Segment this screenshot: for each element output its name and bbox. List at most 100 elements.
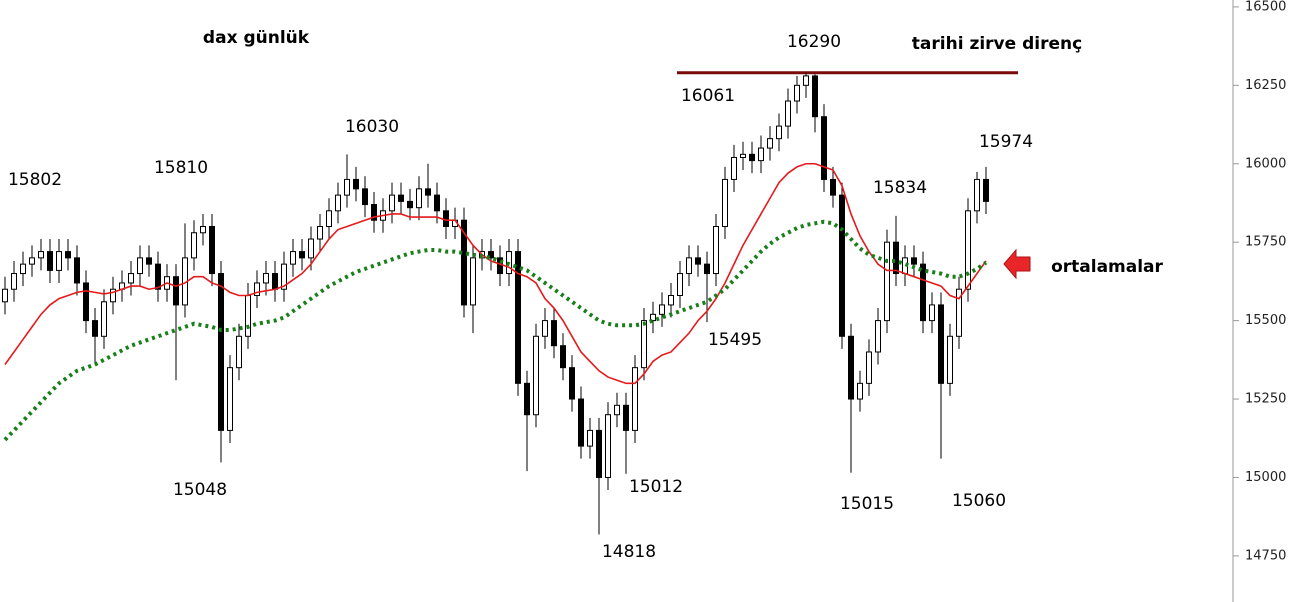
annotation: 15810 <box>154 158 208 178</box>
candle-body <box>938 304 944 384</box>
annotation: 14818 <box>602 542 656 562</box>
candle-body <box>263 273 269 284</box>
candle-body <box>83 282 89 322</box>
candle-body <box>425 188 431 196</box>
candle-body <box>695 257 701 265</box>
y-tick-label: 16000 <box>1245 156 1286 171</box>
candle-body <box>416 188 422 209</box>
annotation: 15015 <box>840 494 894 514</box>
candle-body <box>767 138 773 149</box>
candle-body <box>65 251 71 259</box>
candle-body <box>614 404 620 416</box>
candle-body <box>47 251 53 271</box>
y-tick-label: 16500 <box>1245 0 1286 14</box>
candle-body <box>587 429 593 447</box>
annotation: 15495 <box>708 330 762 350</box>
candle-body <box>560 345 566 369</box>
moving-average <box>3 219 988 442</box>
candle-body <box>524 382 530 416</box>
candle-body <box>245 295 251 337</box>
candle-body <box>191 232 197 259</box>
candle-body <box>308 238 314 259</box>
candle-body <box>101 301 107 337</box>
candle-body <box>956 288 962 337</box>
candle-body <box>659 304 665 315</box>
candle-body <box>632 367 638 431</box>
candle-body <box>461 219 467 306</box>
candle-body <box>884 241 890 322</box>
candle-body <box>110 288 116 303</box>
candle-body <box>920 263 926 322</box>
annotation: 16290 <box>787 32 841 52</box>
candle-body <box>848 335 854 400</box>
candle-body <box>92 320 98 337</box>
candle-body <box>56 251 62 271</box>
candle-body <box>839 194 845 337</box>
candle-body <box>866 351 872 384</box>
candle-body <box>974 178 980 212</box>
candle-body <box>470 257 476 306</box>
arrow <box>1003 248 1031 280</box>
candle-body <box>11 273 17 290</box>
candle-body <box>20 263 26 275</box>
candle-body <box>434 194 440 212</box>
candle-body <box>443 210 449 227</box>
candle-body <box>353 178 359 190</box>
candle-body <box>740 153 746 158</box>
candle-body <box>578 398 584 447</box>
moving-average <box>4 162 987 385</box>
candle-body <box>74 257 80 284</box>
annotation: 15834 <box>873 178 927 198</box>
candle-body <box>533 335 539 416</box>
annotation: 15048 <box>173 480 227 500</box>
candle-body <box>569 367 575 400</box>
candle-body <box>542 320 548 337</box>
candle-body <box>731 156 737 180</box>
chart-title: dax günlük <box>203 28 310 48</box>
candle-body <box>821 116 827 180</box>
candle-body <box>641 320 647 369</box>
annotation: 15802 <box>8 170 62 190</box>
candle-body <box>335 194 341 212</box>
candle-body <box>371 204 377 221</box>
candle-body <box>281 263 287 290</box>
candle-body <box>407 200 413 209</box>
candle-body <box>893 241 899 275</box>
candle-body <box>209 225 215 275</box>
candle-body <box>488 251 494 259</box>
candle-body <box>722 178 728 227</box>
candle-body <box>2 288 8 303</box>
candle-body <box>830 178 836 196</box>
candle-body <box>650 313 656 322</box>
candle-body <box>146 257 152 265</box>
candle-body <box>983 178 989 202</box>
annotation: 16061 <box>681 86 735 106</box>
annotation: 15012 <box>629 477 683 497</box>
candle-body <box>389 194 395 212</box>
candle-body <box>704 263 710 275</box>
candle-body <box>794 84 800 102</box>
candle-body <box>137 257 143 275</box>
candle-body <box>254 282 260 297</box>
candle-body <box>218 273 224 431</box>
candle-body <box>776 125 782 140</box>
candle-body <box>623 404 629 431</box>
annotation: 16030 <box>345 117 399 137</box>
candle-body <box>803 75 809 86</box>
candle-body <box>155 263 161 290</box>
y-tick-label: 15000 <box>1245 470 1286 485</box>
candle-body <box>515 251 521 384</box>
candle-body <box>344 178 350 196</box>
candle-body <box>29 257 35 265</box>
candle-body <box>947 335 953 384</box>
y-tick-label: 14750 <box>1245 548 1286 563</box>
candle-body <box>551 320 557 347</box>
candle-body <box>173 276 179 306</box>
candle-body <box>668 295 674 306</box>
candle-body <box>812 75 818 118</box>
annotation: ortalamalar <box>1051 257 1163 277</box>
candle-body <box>596 429 602 478</box>
candle-body <box>749 153 755 162</box>
candle-body <box>875 320 881 353</box>
